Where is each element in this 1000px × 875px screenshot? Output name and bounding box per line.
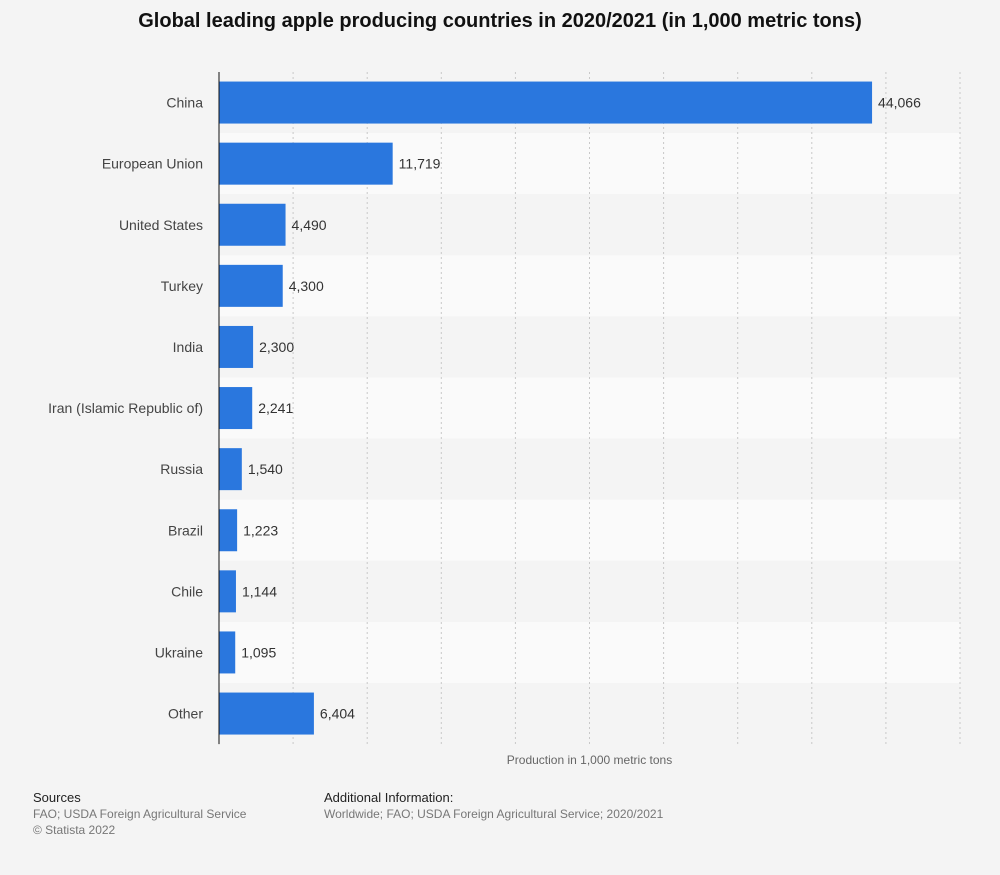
value-label: 1,144 xyxy=(242,583,277,599)
sources-heading: Sources xyxy=(33,790,81,805)
category-labels: China European Union United States Turkey In… xyxy=(48,95,203,722)
value-label: 11,719 xyxy=(399,156,441,172)
bar-ukraine[interactable] xyxy=(219,631,236,674)
additional-info-heading: Additional Information: xyxy=(324,790,454,805)
value-label: 2,241 xyxy=(258,400,293,416)
bar-iran-islamic-republic-of[interactable] xyxy=(219,387,253,430)
value-label: 2,300 xyxy=(259,339,294,355)
category-label: Other xyxy=(168,706,203,722)
category-label: Russia xyxy=(160,461,203,477)
bar-european-union[interactable] xyxy=(219,142,393,185)
bars xyxy=(219,81,873,735)
bar-china[interactable] xyxy=(219,81,873,124)
bar-russia[interactable] xyxy=(219,448,242,491)
category-label: European Union xyxy=(102,156,203,172)
category-label: Chile xyxy=(171,583,203,599)
gridlines xyxy=(292,72,961,745)
category-label: Brazil xyxy=(168,522,203,538)
bar-chile[interactable] xyxy=(219,570,236,613)
bar-other[interactable] xyxy=(219,692,314,735)
value-label: 4,300 xyxy=(289,278,324,294)
category-label: Ukraine xyxy=(155,644,203,660)
x-axis-title: Production in 1,000 metric tons xyxy=(507,753,672,767)
value-label: 6,404 xyxy=(320,706,355,722)
additional-info-block: Additional Information: Worldwide; FAO; … xyxy=(324,790,663,822)
row-band xyxy=(219,255,960,317)
row-band xyxy=(219,499,960,561)
category-label: Iran (Islamic Republic of) xyxy=(48,400,203,416)
category-label: United States xyxy=(119,217,203,233)
sources-text: FAO; USDA Foreign Agricultural Service xyxy=(33,807,247,821)
bar-india[interactable] xyxy=(219,325,254,368)
row-band xyxy=(219,194,960,256)
bar-chart: China European Union United States Turkey In… xyxy=(48,72,961,767)
chart-title: Global leading apple producing countries… xyxy=(138,10,862,32)
value-labels: 44,066 11,719 4,490 4,300 2,300 2,241 1,540 1,2… xyxy=(241,95,921,722)
category-label: China xyxy=(166,95,203,111)
sources-block: Sources FAO; USDA Foreign Agricultural S… xyxy=(33,790,246,838)
copyright-text: © Statista 2022 xyxy=(33,823,116,837)
value-label: 1,095 xyxy=(241,644,276,660)
value-label: 4,490 xyxy=(292,217,327,233)
bar-united-states[interactable] xyxy=(219,203,286,246)
category-label: India xyxy=(173,339,204,355)
value-label: 1,540 xyxy=(248,461,283,477)
row-band xyxy=(219,560,960,622)
value-label: 44,066 xyxy=(878,95,921,111)
additional-info-text: Worldwide; FAO; USDA Foreign Agricultura… xyxy=(324,807,664,821)
category-label: Turkey xyxy=(161,278,203,294)
bar-brazil[interactable] xyxy=(219,509,238,552)
bar-turkey[interactable] xyxy=(219,264,283,307)
value-label: 1,223 xyxy=(243,522,278,538)
